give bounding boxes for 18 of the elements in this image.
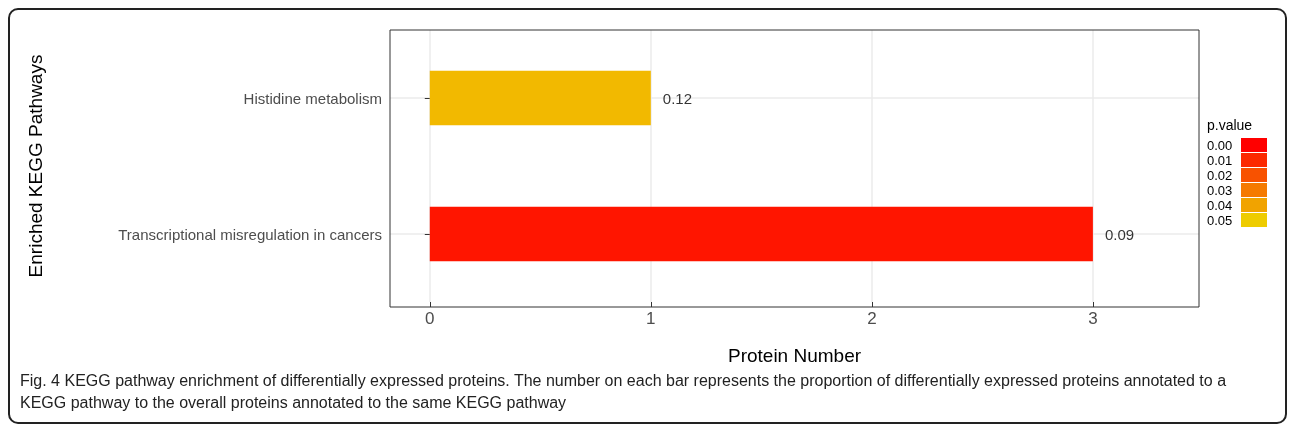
x-axis-title: Protein Number [727, 345, 862, 366]
x-tick-label: 0 [425, 309, 435, 328]
y-tick-label: Transcriptional misregulation in cancers [118, 225, 382, 243]
color-bar-label: 0.01 [1207, 152, 1233, 168]
color-bar-label: 0.02 [1207, 167, 1233, 183]
annotation: 0.12 [662, 89, 693, 107]
y-axis-title: Enriched KEGG Pathways [25, 54, 46, 278]
x-tick-label: 1 [646, 309, 656, 328]
y-tick-label: Histidine metabolism [243, 89, 382, 107]
color-bar-label: 0.03 [1207, 182, 1233, 198]
color-bar-title: p.value [1207, 117, 1253, 133]
color-bar-label: 0.00 [1207, 137, 1233, 153]
caption: Fig. 4 KEGG pathway enrichment of differentially expressed proteins. The number on each bar represents the proportion of differentially expressed proteins annotated to a KEGG pathway to the overall proteins annotated to the same KEGG pathway [19, 371, 1228, 413]
annotation: 0.09 [1104, 225, 1135, 243]
color-bar-label: 0.05 [1207, 212, 1233, 228]
color-bar-label: 0.04 [1207, 197, 1233, 213]
x-tick-label: 2 [867, 309, 877, 328]
x-tick-label: 3 [1088, 309, 1098, 328]
